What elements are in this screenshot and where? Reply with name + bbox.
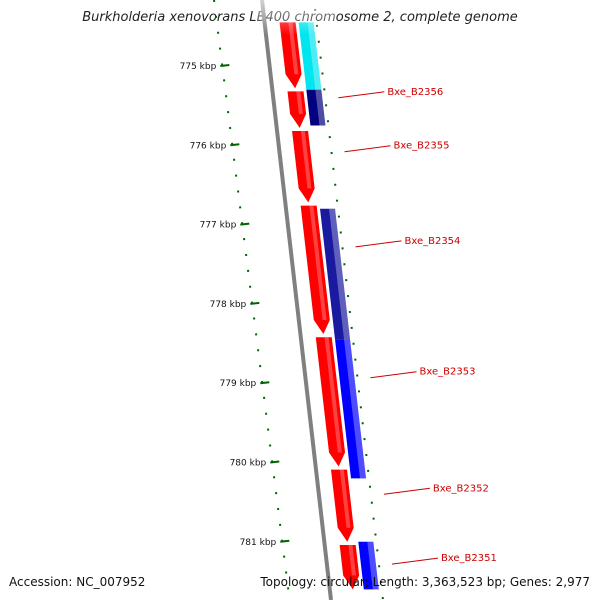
outer-gene-box[interactable] xyxy=(306,89,326,126)
label-leader-line xyxy=(344,145,391,153)
outer-gene-box[interactable] xyxy=(320,208,351,340)
inner-gene-arrow[interactable] xyxy=(300,205,330,335)
gene-label[interactable]: Bxe_B2355 xyxy=(394,141,450,152)
gene-labels: Bxe_B2356 Bxe_B2355 Bxe_B2354 Bxe_B2353 Bxe_… xyxy=(338,87,497,565)
summary-text: Topology: circular; Length: 3,363,523 bp… xyxy=(260,575,590,589)
top-fade xyxy=(255,0,335,35)
gene-label[interactable]: Bxe_B2356 xyxy=(387,87,443,98)
ruler-tick xyxy=(270,460,280,464)
inner-gene-arrow[interactable] xyxy=(339,544,360,590)
inner-gene-arrow[interactable] xyxy=(279,22,302,89)
tick-label: 779 kbp xyxy=(220,379,257,389)
outer-gene-shade xyxy=(307,22,322,90)
outer-gene-box[interactable] xyxy=(298,22,322,90)
label-leader-line xyxy=(338,91,385,99)
outer-track xyxy=(298,0,384,600)
label-leader-line xyxy=(383,487,430,495)
outer-gene-shade xyxy=(315,89,326,126)
label-leader-line xyxy=(370,371,417,379)
tick-label: 780 kbp xyxy=(230,459,267,469)
gene-label[interactable]: Bxe_B2354 xyxy=(404,236,460,247)
inner-gene-arrow-highlight xyxy=(288,22,299,75)
ruler-tick xyxy=(260,381,270,385)
tick-label: 775 kbp xyxy=(180,62,217,72)
backbone-line xyxy=(260,0,333,600)
backbone xyxy=(260,0,333,600)
inner-gene-arrow[interactable] xyxy=(331,469,354,542)
inner-gene-arrow[interactable] xyxy=(287,91,307,128)
inner-gene-arrow-highlight xyxy=(324,337,342,453)
outer-gene-box[interactable] xyxy=(335,339,367,479)
inner-gene-arrow[interactable] xyxy=(315,337,346,467)
outer-gene-box[interactable] xyxy=(358,541,379,590)
label-leader-line xyxy=(391,557,439,565)
inner-gene-arrow-highlight xyxy=(339,469,351,528)
inner-gene-arrow[interactable] xyxy=(292,131,315,203)
tick-label: 781 kbp xyxy=(240,538,277,548)
tick-label: 778 kbp xyxy=(210,300,247,310)
accession-text: Accession: NC_007952 xyxy=(9,575,146,589)
outer-gene-shade xyxy=(367,541,379,590)
outer-gene-shade xyxy=(344,339,367,479)
inner-gene-arrow-highlight xyxy=(348,544,356,576)
label-leader-line xyxy=(355,240,402,248)
gene-label[interactable]: Bxe_B2353 xyxy=(420,367,476,378)
inner-gene-arrow-highlight xyxy=(296,91,303,114)
tick-label: 777 kbp xyxy=(200,221,237,231)
inner-gene-arrow-highlight xyxy=(309,205,327,321)
inner-gene-arrow-highlight xyxy=(300,131,312,189)
outer-gene-shade xyxy=(329,208,351,340)
tick-label: 776 kbp xyxy=(190,141,227,151)
gene-label[interactable]: Bxe_B2351 xyxy=(441,553,497,564)
ruler-tick xyxy=(240,222,250,226)
inner-track xyxy=(279,22,360,590)
gene-label[interactable]: Bxe_B2352 xyxy=(433,483,489,494)
ruler-tick xyxy=(280,539,290,543)
ruler-ticks: 775 kbp 776 kbp 777 kbp 778 kbp 779 kbp 780 k… xyxy=(180,62,290,548)
ruler-tick xyxy=(250,301,260,305)
ruler-tick xyxy=(220,64,230,67)
ruler-tick xyxy=(230,143,240,147)
